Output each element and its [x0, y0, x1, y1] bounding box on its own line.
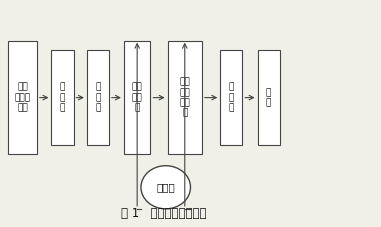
Text: 粗
格
栅: 粗 格 栅 [60, 83, 65, 113]
Text: 二
沉
池: 二 沉 池 [229, 83, 234, 113]
Ellipse shape [141, 166, 190, 209]
Text: 厌氧
酸化
池: 厌氧 酸化 池 [132, 83, 142, 113]
FancyBboxPatch shape [168, 41, 202, 154]
FancyBboxPatch shape [220, 50, 242, 145]
Text: 混合
抗生素
污水: 混合 抗生素 污水 [14, 83, 31, 113]
FancyBboxPatch shape [124, 41, 150, 154]
FancyBboxPatch shape [51, 50, 74, 145]
FancyBboxPatch shape [258, 50, 280, 145]
Text: 鼓风机: 鼓风机 [156, 182, 175, 192]
FancyBboxPatch shape [87, 50, 109, 145]
Text: 图 1   废水处理工艺流程: 图 1 废水处理工艺流程 [121, 207, 207, 220]
Text: 初
沉
池: 初 沉 池 [95, 83, 101, 113]
Text: 排
放: 排 放 [266, 88, 271, 107]
FancyBboxPatch shape [8, 41, 37, 154]
Text: 生物
接触
氧化
池: 生物 接触 氧化 池 [179, 77, 190, 118]
